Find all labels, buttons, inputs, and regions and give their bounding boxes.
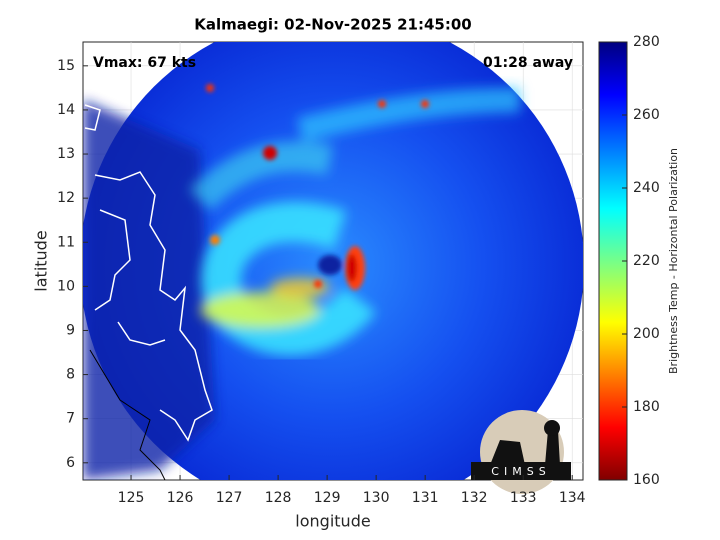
x-axis-label: longitude <box>295 512 370 531</box>
colorbar-tick-label: 240 <box>633 180 660 196</box>
colorbar-tick-label: 160 <box>633 472 660 488</box>
x-tick-label: 132 <box>461 490 488 506</box>
cloud-bands <box>189 87 521 356</box>
y-tick-label: 11 <box>57 234 75 250</box>
colorbar-label: Brightness Temp - Horizontal Polarizatio… <box>667 148 680 374</box>
chart-title: Kalmaegi: 02-Nov-2025 21:45:00 <box>194 16 471 34</box>
y-tick-label: 6 <box>66 455 75 471</box>
y-tick-label: 13 <box>57 146 75 162</box>
y-axis-label: latitude <box>32 230 51 291</box>
x-tick-label: 127 <box>216 490 243 506</box>
y-tick-label: 12 <box>57 190 75 206</box>
colorbar-tick-label: 220 <box>633 253 660 269</box>
x-tick-label: 126 <box>167 490 194 506</box>
annotation: Vmax: 67 kts <box>93 55 196 71</box>
land-cold <box>83 100 215 480</box>
y-tick-label: 14 <box>57 102 75 118</box>
x-tick-label: 128 <box>265 490 292 506</box>
y-tick-label: 9 <box>66 322 75 338</box>
colorbar-tick-label: 280 <box>633 34 660 50</box>
y-tick-label: 7 <box>66 411 75 427</box>
x-tick-label: 133 <box>510 490 537 506</box>
convection <box>206 84 429 290</box>
logo: CIMSS <box>471 410 571 494</box>
x-tick-label: 125 <box>118 490 145 506</box>
colorbar-tick-label: 260 <box>633 107 660 123</box>
imagery <box>83 42 583 480</box>
y-tick-label: 15 <box>57 58 75 74</box>
x-tick-label: 129 <box>314 490 341 506</box>
y-tick-label: 10 <box>57 278 75 294</box>
x-tick-label: 134 <box>559 490 586 506</box>
colorbar-tick-label: 180 <box>633 399 660 415</box>
annotation: 01:28 away <box>483 55 573 71</box>
coastline-outside <box>89 349 166 480</box>
y-tick-label: 8 <box>66 367 75 383</box>
x-tick-label: 130 <box>363 490 390 506</box>
coastline <box>84 104 213 442</box>
colorbar-tick-label: 200 <box>633 326 660 342</box>
logo-text: CIMSS <box>491 465 550 478</box>
x-tick-label: 131 <box>412 490 439 506</box>
